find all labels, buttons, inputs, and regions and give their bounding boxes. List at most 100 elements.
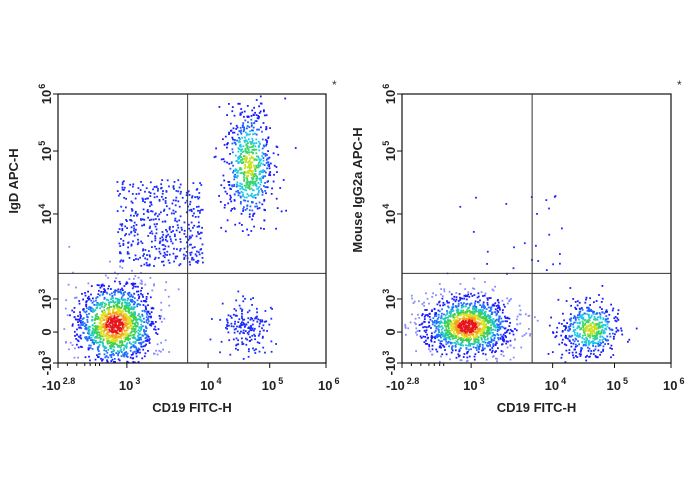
- event-dot: [155, 232, 158, 235]
- event-dot: [255, 152, 258, 155]
- event-dot: [498, 318, 500, 321]
- event-dot: [240, 108, 243, 110]
- event-dot: [223, 160, 226, 163]
- event-dot: [593, 301, 595, 304]
- event-dot: [506, 329, 509, 332]
- event-dot: [574, 306, 577, 309]
- event-dot: [135, 346, 137, 349]
- event-dot: [223, 187, 226, 189]
- event-dot: [430, 339, 432, 341]
- event-dot: [116, 343, 118, 346]
- event-dot: [81, 318, 84, 320]
- event-dot: [137, 241, 140, 244]
- event-dot: [120, 224, 123, 227]
- event-dot: [253, 159, 256, 161]
- event-dot: [96, 346, 99, 349]
- event-dot: [520, 346, 523, 349]
- event-dot: [117, 307, 120, 310]
- event-dot: [506, 346, 509, 349]
- x-tick-label: 10 4: [200, 376, 221, 393]
- event-dot: [421, 313, 424, 315]
- event-dot: [180, 190, 182, 193]
- event-dot: [440, 320, 442, 323]
- event-dot: [252, 129, 254, 132]
- event-dot: [476, 335, 478, 338]
- event-dot: [466, 328, 469, 331]
- event-dot: [484, 325, 487, 328]
- event-dot: [460, 309, 463, 312]
- event-dot: [144, 257, 147, 260]
- event-dot: [486, 263, 488, 265]
- event-dot: [169, 226, 171, 228]
- event-dot: [576, 345, 579, 347]
- event-dot: [275, 343, 277, 345]
- event-dot: [478, 331, 481, 334]
- event-dot: [139, 256, 141, 259]
- event-dot: [486, 338, 489, 341]
- event-dot: [159, 237, 162, 240]
- event-dot: [102, 313, 105, 316]
- event-dot: [447, 305, 449, 308]
- event-dot: [102, 331, 105, 334]
- event-dot: [604, 328, 606, 330]
- event-dot: [466, 309, 469, 312]
- event-dot: [87, 326, 90, 328]
- event-dot: [258, 164, 261, 167]
- event-dot: [157, 187, 159, 190]
- event-dot: [249, 340, 251, 342]
- event-dot: [591, 326, 594, 328]
- event-dot: [466, 321, 469, 324]
- event-dot: [607, 343, 610, 345]
- event-dot: [250, 155, 253, 158]
- event-dot: [473, 320, 475, 322]
- event-dot: [125, 351, 128, 353]
- event-dot: [131, 336, 134, 339]
- event-dot: [452, 309, 455, 312]
- event-dot: [104, 313, 107, 316]
- event-dot: [111, 328, 113, 330]
- event-dot: [116, 181, 119, 183]
- event-dot: [430, 327, 432, 329]
- event-dot: [457, 302, 460, 305]
- event-dot: [117, 194, 120, 197]
- event-dot: [141, 357, 144, 360]
- event-dot: [103, 324, 106, 327]
- event-dot: [125, 219, 127, 221]
- event-dot: [497, 301, 500, 304]
- event-dot: [578, 313, 581, 315]
- event-dot: [238, 156, 241, 158]
- event-dot: [106, 333, 109, 336]
- event-dot: [241, 171, 243, 174]
- event-dot: [128, 332, 131, 335]
- event-dot: [68, 245, 71, 248]
- event-dot: [134, 331, 137, 334]
- event-dot: [457, 330, 459, 332]
- event-dot: [102, 291, 105, 293]
- event-dot: [440, 288, 442, 290]
- event-dot: [150, 320, 153, 323]
- event-dot: [500, 353, 503, 356]
- event-dot: [115, 289, 118, 292]
- event-dot: [91, 319, 94, 322]
- event-dot: [106, 359, 108, 362]
- event-dot: [262, 157, 265, 159]
- event-dot: [250, 157, 253, 159]
- event-dot: [455, 326, 458, 329]
- event-dot: [462, 309, 465, 312]
- event-dot: [241, 148, 243, 151]
- event-dot: [231, 184, 233, 187]
- event-dot: [168, 228, 171, 231]
- event-dot: [235, 299, 238, 302]
- event-dot: [617, 319, 620, 321]
- event-dot: [477, 317, 479, 320]
- event-dot: [498, 315, 501, 318]
- event-dot: [246, 338, 249, 341]
- x-axis-label: CD19 FITC-H: [497, 400, 576, 415]
- event-dot: [98, 344, 101, 346]
- event-dot: [496, 313, 498, 315]
- event-dot: [119, 223, 122, 226]
- event-dot: [131, 284, 134, 287]
- event-dot: [112, 337, 115, 340]
- event-dot: [494, 344, 497, 346]
- event-dot: [111, 322, 114, 325]
